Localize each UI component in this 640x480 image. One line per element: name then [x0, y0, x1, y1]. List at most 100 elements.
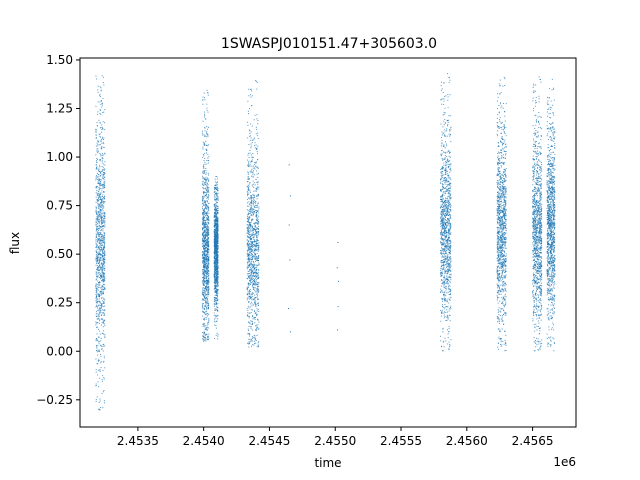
data-point [217, 262, 219, 264]
data-point [443, 113, 445, 115]
data-point [248, 283, 250, 285]
data-point [251, 303, 253, 305]
data-point [101, 190, 103, 192]
data-point [257, 158, 259, 160]
data-point [97, 304, 99, 306]
data-point [103, 309, 105, 311]
data-point [99, 281, 101, 283]
data-point [204, 308, 206, 310]
data-point [248, 317, 250, 319]
data-point [96, 157, 98, 159]
data-point [102, 240, 104, 242]
data-point [254, 338, 256, 340]
data-point [96, 362, 98, 364]
data-point [202, 308, 204, 310]
data-point [98, 310, 100, 312]
data-point [449, 276, 451, 278]
data-point [441, 149, 443, 151]
data-point [102, 249, 104, 251]
data-point [208, 219, 210, 221]
data-point [216, 280, 218, 282]
data-point [214, 178, 216, 180]
data-point [95, 246, 97, 248]
data-point [445, 170, 447, 172]
data-point [97, 199, 99, 201]
data-point [95, 168, 97, 170]
data-point [207, 229, 209, 231]
data-point [203, 170, 205, 172]
data-point [100, 362, 102, 364]
data-point [205, 279, 207, 281]
data-point [103, 245, 105, 247]
data-point [251, 329, 253, 331]
data-point [99, 192, 101, 194]
data-point [247, 124, 249, 126]
data-point [247, 226, 249, 228]
data-point [207, 227, 209, 229]
data-point [208, 273, 210, 275]
data-point [253, 198, 255, 200]
data-point [214, 212, 216, 214]
data-point [215, 247, 217, 249]
data-point [99, 257, 101, 259]
data-point [205, 170, 207, 172]
data-point [206, 225, 208, 227]
data-point [214, 240, 216, 242]
data-point [254, 225, 256, 227]
data-point [449, 226, 451, 228]
data-point [216, 293, 218, 294]
data-point [96, 214, 98, 216]
data-point [249, 247, 251, 249]
data-point [203, 196, 205, 198]
data-point [443, 194, 445, 196]
data-point [204, 217, 206, 219]
data-point [251, 159, 253, 161]
data-point [206, 103, 208, 105]
data-point [248, 242, 250, 244]
data-point [445, 245, 447, 247]
data-point [95, 271, 97, 273]
data-point [250, 226, 252, 228]
data-point [246, 239, 248, 241]
data-point [216, 201, 218, 203]
data-point [202, 311, 204, 313]
data-point [208, 174, 210, 176]
data-point [248, 301, 250, 303]
data-point [443, 251, 445, 253]
data-point [205, 247, 207, 248]
data-point [248, 276, 250, 278]
data-point [202, 207, 204, 209]
data-point [99, 216, 101, 218]
data-point [202, 242, 204, 244]
data-point [250, 279, 252, 281]
data-point [204, 178, 206, 180]
data-point [95, 134, 97, 136]
data-point [95, 296, 97, 298]
data-point [102, 313, 104, 315]
data-point [208, 212, 210, 214]
data-point [101, 235, 103, 237]
data-point [217, 190, 219, 192]
data-point [214, 291, 216, 293]
data-point [205, 333, 207, 335]
data-point [247, 210, 249, 212]
data-point [215, 334, 217, 336]
data-point [216, 222, 218, 224]
data-point [248, 298, 250, 300]
data-point [214, 309, 216, 311]
data-point [213, 209, 215, 211]
data-point [217, 248, 219, 250]
data-point [255, 283, 257, 285]
data-point [202, 265, 204, 267]
data-point [95, 233, 97, 235]
data-point [247, 258, 249, 260]
data-point [253, 241, 255, 243]
data-point [213, 225, 215, 227]
data-point [251, 244, 253, 246]
data-point [202, 273, 204, 275]
data-point [248, 261, 250, 263]
data-point [247, 268, 249, 270]
data-point [203, 256, 205, 258]
data-point [442, 210, 444, 212]
data-point [204, 243, 206, 245]
